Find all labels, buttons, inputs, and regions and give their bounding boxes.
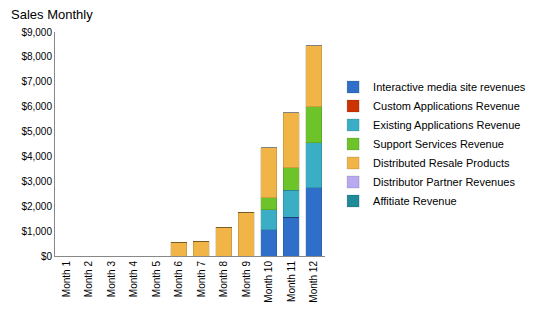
- svg-text:$5,000: $5,000: [21, 126, 52, 137]
- svg-text:Month 3: Month 3: [106, 261, 117, 298]
- svg-text:Month 10: Month 10: [263, 261, 274, 303]
- svg-text:Month 7: Month 7: [196, 261, 207, 298]
- svg-text:Distributed Resale Products: Distributed Resale Products: [373, 157, 510, 169]
- svg-text:Month 9: Month 9: [241, 261, 252, 298]
- svg-text:Month 5: Month 5: [151, 261, 162, 298]
- svg-text:Custom Applications Revenue: Custom Applications Revenue: [373, 100, 520, 112]
- svg-text:$9,000: $9,000: [21, 27, 52, 38]
- svg-text:$2,000: $2,000: [21, 201, 52, 212]
- svg-text:Month 11: Month 11: [286, 261, 297, 302]
- svg-text:$0: $0: [41, 251, 53, 262]
- svg-text:$7,000: $7,000: [21, 76, 52, 87]
- svg-text:Month 6: Month 6: [173, 261, 184, 298]
- svg-text:Existing Applications Revenue: Existing Applications Revenue: [373, 119, 520, 131]
- svg-text:Month 1: Month 1: [61, 261, 72, 298]
- svg-text:Month 12: Month 12: [308, 261, 319, 303]
- svg-text:$4,000: $4,000: [21, 151, 52, 162]
- svg-text:$3,000: $3,000: [21, 176, 52, 187]
- svg-text:$6,000: $6,000: [21, 101, 52, 112]
- svg-text:Month 8: Month 8: [218, 261, 229, 298]
- svg-text:Support Services Revenue: Support Services Revenue: [373, 138, 504, 150]
- svg-text:Affitiate Revenue: Affitiate Revenue: [373, 195, 457, 207]
- svg-text:Interactive media site revenue: Interactive media site revenues: [373, 81, 526, 93]
- svg-text:Month 2: Month 2: [83, 261, 94, 298]
- svg-text:$1,000: $1,000: [21, 226, 52, 237]
- svg-text:Distributor Partner Revenues: Distributor Partner Revenues: [373, 176, 515, 188]
- svg-text:Month 4: Month 4: [128, 261, 139, 298]
- svg-text:$8,000: $8,000: [21, 51, 52, 62]
- svg-text:Sales Monthly: Sales Monthly: [11, 7, 93, 22]
